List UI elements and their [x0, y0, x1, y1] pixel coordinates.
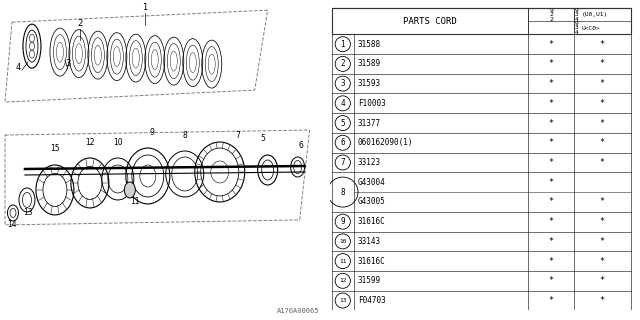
Ellipse shape: [124, 182, 135, 198]
Text: 8: 8: [182, 131, 187, 140]
Text: *: *: [548, 40, 554, 49]
Text: *: *: [600, 79, 605, 88]
Text: 060162090(1): 060162090(1): [358, 138, 413, 147]
Text: *: *: [600, 257, 605, 266]
Text: 31377: 31377: [358, 118, 381, 128]
Text: 8: 8: [340, 188, 345, 196]
Text: *: *: [600, 276, 605, 285]
Text: 1: 1: [142, 3, 147, 12]
Text: 3: 3: [340, 79, 345, 88]
Text: 9: 9: [149, 128, 154, 137]
Text: *: *: [600, 158, 605, 167]
Text: *: *: [600, 118, 605, 128]
Text: 31599: 31599: [358, 276, 381, 285]
Bar: [332, 8, 630, 34]
Text: *: *: [600, 296, 605, 305]
Text: *: *: [548, 217, 554, 226]
Text: (U0,U1): (U0,U1): [582, 12, 608, 17]
Text: *: *: [548, 276, 554, 285]
Text: 2: 2: [77, 19, 83, 28]
Text: PARTS CORD: PARTS CORD: [403, 17, 457, 26]
Text: 31588: 31588: [358, 40, 381, 49]
Text: 1: 1: [340, 40, 345, 49]
Text: 31616C: 31616C: [358, 257, 386, 266]
Text: *: *: [548, 118, 554, 128]
Text: 33123: 33123: [358, 158, 381, 167]
Text: 11: 11: [339, 259, 346, 264]
Text: *: *: [548, 99, 554, 108]
Text: 9
3
4: 9 3 4: [575, 8, 579, 22]
Text: 31589: 31589: [358, 60, 381, 68]
Text: *: *: [600, 40, 605, 49]
Text: 9
2
2: 9 2 2: [549, 8, 553, 22]
Text: 31616C: 31616C: [358, 217, 386, 226]
Text: 2: 2: [340, 60, 345, 68]
Text: *: *: [548, 158, 554, 167]
Text: 9: 9: [340, 217, 345, 226]
Text: 15: 15: [50, 143, 60, 153]
Text: *: *: [548, 60, 554, 68]
Text: 6: 6: [340, 138, 345, 147]
Text: *: *: [548, 197, 554, 206]
Text: 7: 7: [340, 158, 345, 167]
Text: 11: 11: [130, 197, 140, 206]
Text: 5: 5: [340, 118, 345, 128]
Text: 6: 6: [298, 140, 303, 149]
Text: G43005: G43005: [358, 197, 386, 206]
Text: *: *: [548, 138, 554, 147]
Text: 13: 13: [23, 208, 33, 217]
Text: 10: 10: [113, 138, 123, 147]
Text: 4: 4: [340, 99, 345, 108]
Text: *: *: [548, 178, 554, 187]
Text: *: *: [600, 237, 605, 246]
Text: 7: 7: [236, 131, 240, 140]
Text: 9
3
4: 9 3 4: [575, 21, 579, 35]
Text: 12: 12: [85, 138, 95, 147]
Text: *: *: [548, 296, 554, 305]
Text: 5: 5: [260, 133, 265, 142]
Text: F04703: F04703: [358, 296, 386, 305]
Text: 13: 13: [339, 298, 346, 303]
Text: 10: 10: [339, 239, 346, 244]
Text: *: *: [600, 138, 605, 147]
Text: *: *: [600, 60, 605, 68]
Text: 31593: 31593: [358, 79, 381, 88]
Text: 3: 3: [65, 59, 70, 68]
Text: 14: 14: [7, 220, 17, 229]
Text: F10003: F10003: [358, 99, 386, 108]
Text: *: *: [548, 237, 554, 246]
Text: 12: 12: [339, 278, 346, 283]
Text: *: *: [548, 257, 554, 266]
Text: U<C0>: U<C0>: [582, 26, 601, 31]
Text: *: *: [600, 99, 605, 108]
Text: A170A00065: A170A00065: [277, 308, 319, 314]
Text: *: *: [600, 217, 605, 226]
Text: *: *: [600, 197, 605, 206]
Text: G43004: G43004: [358, 178, 386, 187]
Text: 4: 4: [15, 63, 20, 72]
Text: *: *: [548, 79, 554, 88]
Text: 33143: 33143: [358, 237, 381, 246]
